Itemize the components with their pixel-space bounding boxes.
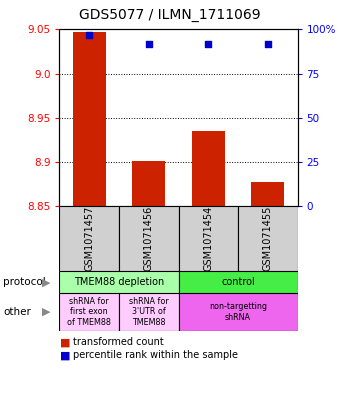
Point xyxy=(205,40,211,47)
Bar xyxy=(178,206,238,271)
Text: other: other xyxy=(3,307,31,317)
Text: GSM1071457: GSM1071457 xyxy=(84,206,94,272)
Bar xyxy=(178,271,298,293)
Point xyxy=(265,40,271,47)
Text: ■: ■ xyxy=(59,350,70,360)
Bar xyxy=(59,271,178,293)
Bar xyxy=(251,182,284,206)
Bar xyxy=(132,161,165,206)
Bar xyxy=(119,206,178,271)
Point xyxy=(86,32,92,38)
Bar xyxy=(73,32,106,206)
Point xyxy=(146,40,152,47)
Text: shRNA for
3'UTR of
TMEM88: shRNA for 3'UTR of TMEM88 xyxy=(129,297,169,327)
Bar xyxy=(178,293,298,331)
Text: percentile rank within the sample: percentile rank within the sample xyxy=(73,350,238,360)
Text: TMEM88 depletion: TMEM88 depletion xyxy=(74,277,164,287)
Text: transformed count: transformed count xyxy=(73,337,164,347)
Bar xyxy=(192,131,225,206)
Bar xyxy=(238,206,298,271)
Text: ▶: ▶ xyxy=(42,307,50,317)
Text: GSM1071454: GSM1071454 xyxy=(203,206,213,272)
Text: protocol: protocol xyxy=(3,277,46,287)
Text: ■: ■ xyxy=(59,337,70,347)
Text: GSM1071455: GSM1071455 xyxy=(263,206,273,272)
Bar xyxy=(59,206,119,271)
Text: control: control xyxy=(221,277,255,287)
Bar xyxy=(59,293,119,331)
Bar xyxy=(119,293,178,331)
Text: non-targetting
shRNA: non-targetting shRNA xyxy=(209,302,267,321)
Text: shRNA for
first exon
of TMEM88: shRNA for first exon of TMEM88 xyxy=(67,297,111,327)
Text: GDS5077 / ILMN_1711069: GDS5077 / ILMN_1711069 xyxy=(79,7,261,22)
Text: ▶: ▶ xyxy=(42,277,50,287)
Text: GSM1071456: GSM1071456 xyxy=(144,206,154,272)
